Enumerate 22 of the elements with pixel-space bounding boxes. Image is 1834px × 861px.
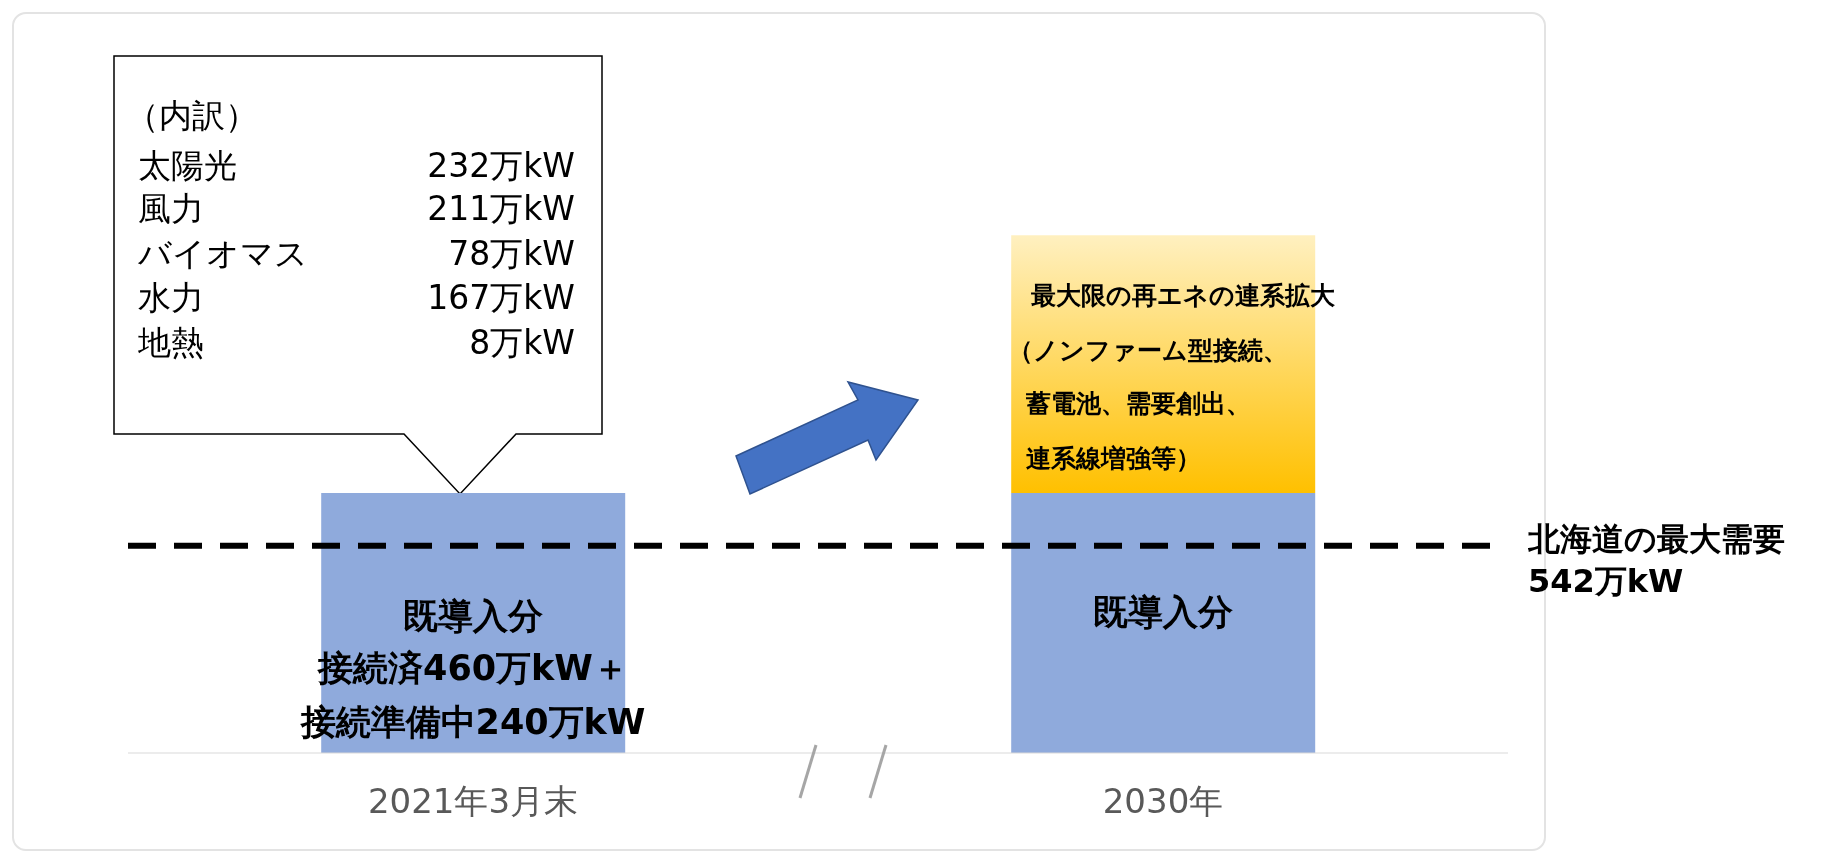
annotation: （ノンファーム型接続、	[1008, 334, 1288, 367]
annotation: 最大限の再エネの連系拡大	[1031, 279, 1335, 312]
annotation: 8万kW	[469, 321, 575, 364]
annotation: バイオマス	[138, 232, 308, 275]
text: 211万kW	[427, 187, 575, 230]
annotation: 78万kW	[448, 232, 575, 275]
text: 太陽光	[138, 144, 237, 187]
x-tick-label: 2030年	[1102, 781, 1224, 822]
annotation: 水力	[138, 276, 204, 319]
annotation: 地熱	[138, 321, 204, 364]
annotation: 連系線増強等）	[1026, 442, 1201, 475]
annotation: 接続準備中240万kW	[300, 700, 646, 744]
annotation: 蓄電池、需要創出、	[1026, 387, 1251, 420]
text: 風力	[138, 187, 204, 230]
text: 232万kW	[427, 144, 575, 187]
annotation: 167万kW	[427, 276, 575, 319]
annotation: 既導入分	[1093, 590, 1233, 634]
annotation: 接続済460万kW＋	[318, 646, 628, 690]
annotation: 既導入分	[403, 594, 543, 638]
text: （内訳）	[126, 94, 258, 137]
x-tick-label: 2021年3月末	[367, 781, 579, 822]
ref-line-label: 北海道の最大需要542万kW	[1528, 518, 1786, 602]
